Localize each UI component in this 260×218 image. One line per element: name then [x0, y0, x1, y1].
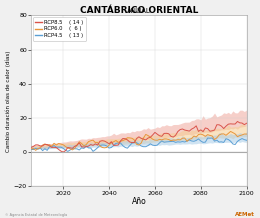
Text: © Agencia Estatal de Meteorología: © Agencia Estatal de Meteorología: [5, 213, 67, 217]
X-axis label: Año: Año: [132, 197, 146, 206]
Y-axis label: Cambio duración olas de calor (días): Cambio duración olas de calor (días): [5, 50, 11, 152]
Legend: RCP8.5    ( 14 ), RCP6.0    (  6 ), RCP4.5    ( 13 ): RCP8.5 ( 14 ), RCP6.0 ( 6 ), RCP4.5 ( 13…: [33, 17, 86, 41]
Text: ANUAL: ANUAL: [127, 9, 151, 14]
Title: CANTÁBRICO ORIENTAL: CANTÁBRICO ORIENTAL: [80, 5, 198, 15]
Text: AEMet: AEMet: [235, 212, 255, 217]
